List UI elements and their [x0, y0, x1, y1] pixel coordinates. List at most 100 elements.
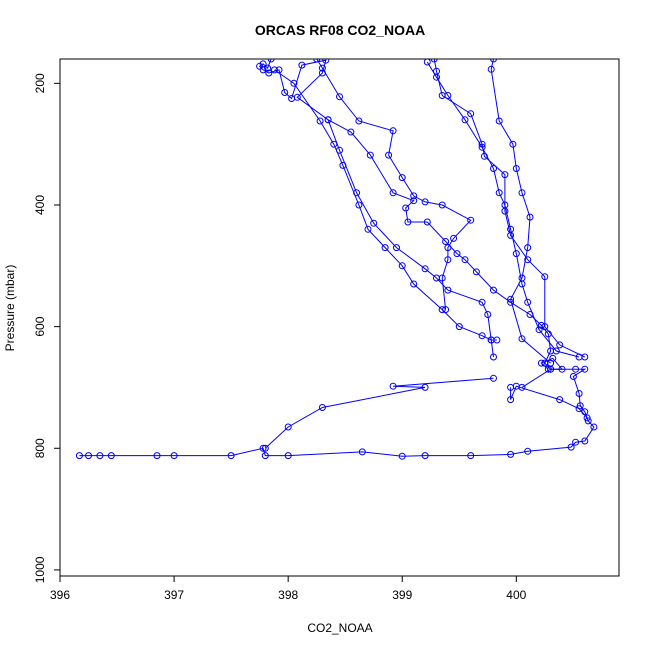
data-point [544, 365, 552, 373]
data-point [398, 174, 406, 182]
data-point [512, 250, 520, 258]
data-point [293, 93, 301, 101]
data-point [75, 452, 83, 460]
data-point [478, 143, 486, 151]
y-axis: 200 400 600 800 1000 [33, 73, 61, 583]
data-point [480, 152, 488, 160]
data-point [355, 201, 363, 209]
data-point [364, 225, 372, 233]
data-point [581, 408, 589, 416]
data-point [524, 244, 532, 252]
data-point [567, 443, 575, 451]
data-point [421, 452, 429, 460]
data-point [259, 66, 267, 74]
data-point [355, 117, 363, 125]
y-axis-label: Pressure (mbar) [3, 265, 17, 352]
profile-line [274, 69, 497, 341]
data-point [410, 197, 418, 205]
data-point [256, 62, 264, 70]
data-point [501, 171, 509, 179]
data-point [442, 306, 450, 314]
data-point [518, 274, 526, 282]
data-point [438, 306, 446, 314]
x-axis: 396 397 398 399 400 [50, 575, 527, 602]
data-point [507, 396, 515, 404]
data-point [421, 198, 429, 206]
data-point [265, 69, 273, 77]
profile-line [264, 377, 494, 449]
data-point [398, 452, 406, 460]
y-tick-label: 1000 [33, 556, 47, 583]
data-point [552, 347, 560, 355]
data-point [433, 274, 440, 282]
y-tick-label: 200 [33, 73, 47, 93]
data-point [547, 365, 555, 373]
data-point [423, 218, 431, 226]
data-point [316, 117, 324, 125]
data-point [572, 438, 580, 446]
data-point [518, 335, 526, 343]
data-point [444, 256, 452, 264]
data-point [370, 219, 378, 227]
data-point [575, 405, 583, 413]
data-point [524, 298, 532, 306]
data-point [318, 64, 326, 72]
data-point [590, 423, 598, 431]
data-point [358, 448, 366, 456]
profile-lines [79, 59, 595, 457]
data-point [518, 383, 526, 391]
data-point [389, 189, 397, 197]
data-point [347, 128, 355, 136]
data-point [85, 452, 92, 460]
data-markers [75, 59, 598, 460]
data-point [298, 61, 306, 69]
data-point [556, 396, 564, 404]
data-point [541, 273, 549, 281]
data-point [438, 92, 446, 99]
data-point [537, 359, 545, 367]
x-tick-label: 398 [278, 588, 298, 602]
data-point [535, 326, 543, 334]
data-point [495, 189, 503, 197]
data-point [402, 204, 410, 212]
data-point [583, 414, 591, 422]
profile-line [510, 385, 588, 419]
data-point [487, 65, 495, 73]
y-tick-label: 400 [33, 195, 47, 215]
data-point [318, 404, 326, 411]
data-point [281, 89, 289, 96]
profile-line [327, 119, 494, 358]
data-point [455, 323, 463, 331]
x-tick-label: 399 [392, 588, 412, 602]
data-point [512, 165, 520, 172]
data-point [526, 311, 534, 318]
data-point [444, 286, 452, 294]
data-point [507, 295, 515, 303]
data-point [404, 218, 412, 226]
data-point [389, 382, 397, 390]
data-point [541, 323, 549, 331]
data-point [444, 244, 452, 252]
data-point [393, 244, 400, 252]
x-tick-label: 396 [50, 588, 70, 602]
data-point [261, 444, 269, 452]
data-point [518, 189, 526, 197]
data-point [484, 311, 492, 318]
data-point [153, 452, 161, 460]
data-point [275, 66, 283, 74]
data-point [478, 140, 486, 148]
data-point [575, 390, 583, 397]
data-point [549, 354, 557, 362]
data-point [290, 79, 298, 87]
data-point [261, 452, 269, 460]
data-point [581, 437, 589, 445]
data-point [507, 298, 515, 306]
data-point [410, 280, 418, 288]
data-point [267, 59, 275, 63]
data-point [330, 140, 338, 148]
data-point [107, 452, 115, 460]
data-point [324, 116, 332, 124]
data-point [581, 353, 589, 361]
